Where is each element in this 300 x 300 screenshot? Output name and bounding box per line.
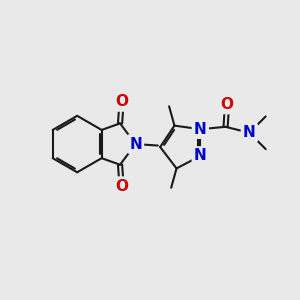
Text: N: N [194, 148, 207, 164]
Text: O: O [220, 97, 234, 112]
Text: N: N [129, 136, 142, 152]
Text: N: N [243, 125, 256, 140]
Text: N: N [194, 122, 207, 137]
Text: O: O [115, 94, 128, 110]
Text: O: O [115, 178, 128, 194]
